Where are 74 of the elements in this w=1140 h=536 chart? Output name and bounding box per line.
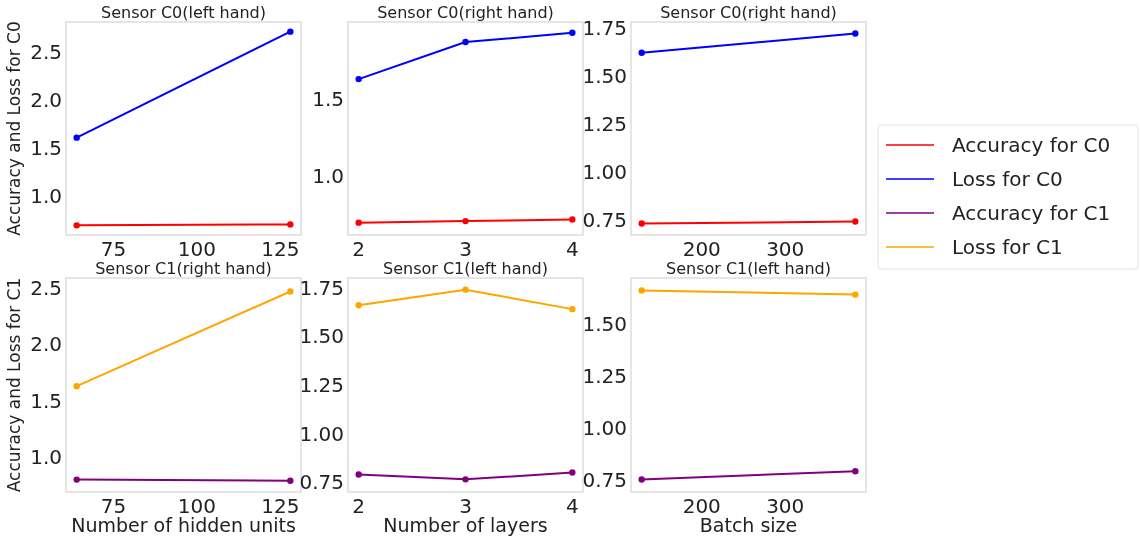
legend-label: Accuracy for C0 bbox=[952, 133, 1111, 157]
point bbox=[852, 291, 859, 298]
y-tick-label: 1.0 bbox=[30, 445, 62, 470]
point bbox=[462, 476, 469, 483]
y-tick-label: 1.25 bbox=[582, 363, 627, 388]
point bbox=[287, 477, 294, 484]
y-tick-label: 1.75 bbox=[582, 15, 627, 40]
y-axis-title: Accuracy and Loss for C0 bbox=[4, 21, 24, 236]
chart-title: Sensor C1(right hand) bbox=[95, 259, 272, 278]
y-tick-label: 2.0 bbox=[30, 88, 62, 113]
point bbox=[569, 216, 576, 223]
y-tick-label: 1.25 bbox=[582, 111, 627, 136]
y-tick-label: 1.5 bbox=[30, 136, 62, 161]
x-tick-label: 2 bbox=[352, 237, 366, 261]
legend-label: Loss for C0 bbox=[952, 167, 1063, 191]
point bbox=[73, 476, 80, 483]
y-tick-label: 0.75 bbox=[582, 467, 627, 492]
y-tick-label: 1.00 bbox=[582, 159, 627, 184]
point bbox=[287, 288, 294, 295]
legend-label: Accuracy for C1 bbox=[952, 201, 1111, 225]
y-tick-label: 1.00 bbox=[299, 421, 344, 446]
y-tick-label: 2.5 bbox=[30, 39, 62, 64]
y-tick-label: 1.50 bbox=[582, 311, 627, 336]
chart-title: Sensor C0(left hand) bbox=[100, 3, 267, 22]
point bbox=[638, 49, 645, 56]
point bbox=[355, 75, 362, 83]
x-tick-label: 3 bbox=[459, 237, 472, 261]
point bbox=[73, 222, 80, 229]
y-tick-label: 1.25 bbox=[299, 373, 344, 397]
x-tick-label: 200 bbox=[682, 237, 721, 261]
y-tick-label: 1.5 bbox=[312, 87, 344, 112]
y-tick-label: 1.00 bbox=[582, 415, 627, 440]
x-tick-label: 4 bbox=[565, 237, 579, 261]
point bbox=[287, 221, 294, 228]
y-tick-label: 0.75 bbox=[582, 207, 627, 232]
point bbox=[638, 476, 645, 483]
point bbox=[355, 219, 362, 226]
point bbox=[73, 382, 80, 390]
x-tick-label: 100 bbox=[177, 237, 216, 261]
chart-title: Sensor C1(left hand) bbox=[382, 259, 549, 278]
point bbox=[852, 218, 859, 225]
y-tick-label: 1.75 bbox=[299, 275, 344, 300]
point bbox=[569, 29, 576, 36]
y-tick-label: 1.0 bbox=[30, 184, 62, 209]
point bbox=[287, 28, 294, 35]
x-tick-label: 2 bbox=[352, 494, 366, 518]
y-tick-label: 1.5 bbox=[30, 388, 62, 413]
y-tick-label: 1.0 bbox=[312, 164, 344, 189]
point bbox=[852, 468, 859, 475]
y-axis-title: Accuracy and Loss for C1 bbox=[4, 277, 24, 493]
y-tick-label: 1.50 bbox=[299, 324, 344, 349]
point bbox=[462, 217, 469, 225]
point bbox=[638, 287, 645, 294]
point bbox=[462, 286, 469, 293]
y-tick-label: 2.5 bbox=[30, 276, 62, 301]
point bbox=[462, 38, 469, 46]
legend-label: Loss for C1 bbox=[952, 235, 1063, 259]
chart-title: Sensor C0(right hand) bbox=[660, 3, 837, 22]
chart-title: Sensor C1(left hand) bbox=[665, 259, 832, 278]
x-tick-label: 125 bbox=[261, 237, 300, 261]
point bbox=[569, 305, 576, 313]
y-tick-label: 1.50 bbox=[582, 63, 627, 88]
point bbox=[569, 469, 576, 476]
point bbox=[73, 134, 80, 141]
y-tick-label: 0.75 bbox=[299, 470, 344, 495]
chart-title: Sensor C0(right hand) bbox=[377, 3, 554, 22]
x-tick-label: 75 bbox=[100, 237, 127, 261]
point bbox=[355, 471, 362, 478]
point bbox=[638, 220, 645, 227]
x-tick-label: 4 bbox=[565, 494, 579, 518]
point bbox=[852, 30, 859, 37]
y-tick-label: 2.0 bbox=[30, 332, 62, 357]
point bbox=[355, 302, 362, 309]
x-tick-label: 300 bbox=[766, 237, 805, 261]
